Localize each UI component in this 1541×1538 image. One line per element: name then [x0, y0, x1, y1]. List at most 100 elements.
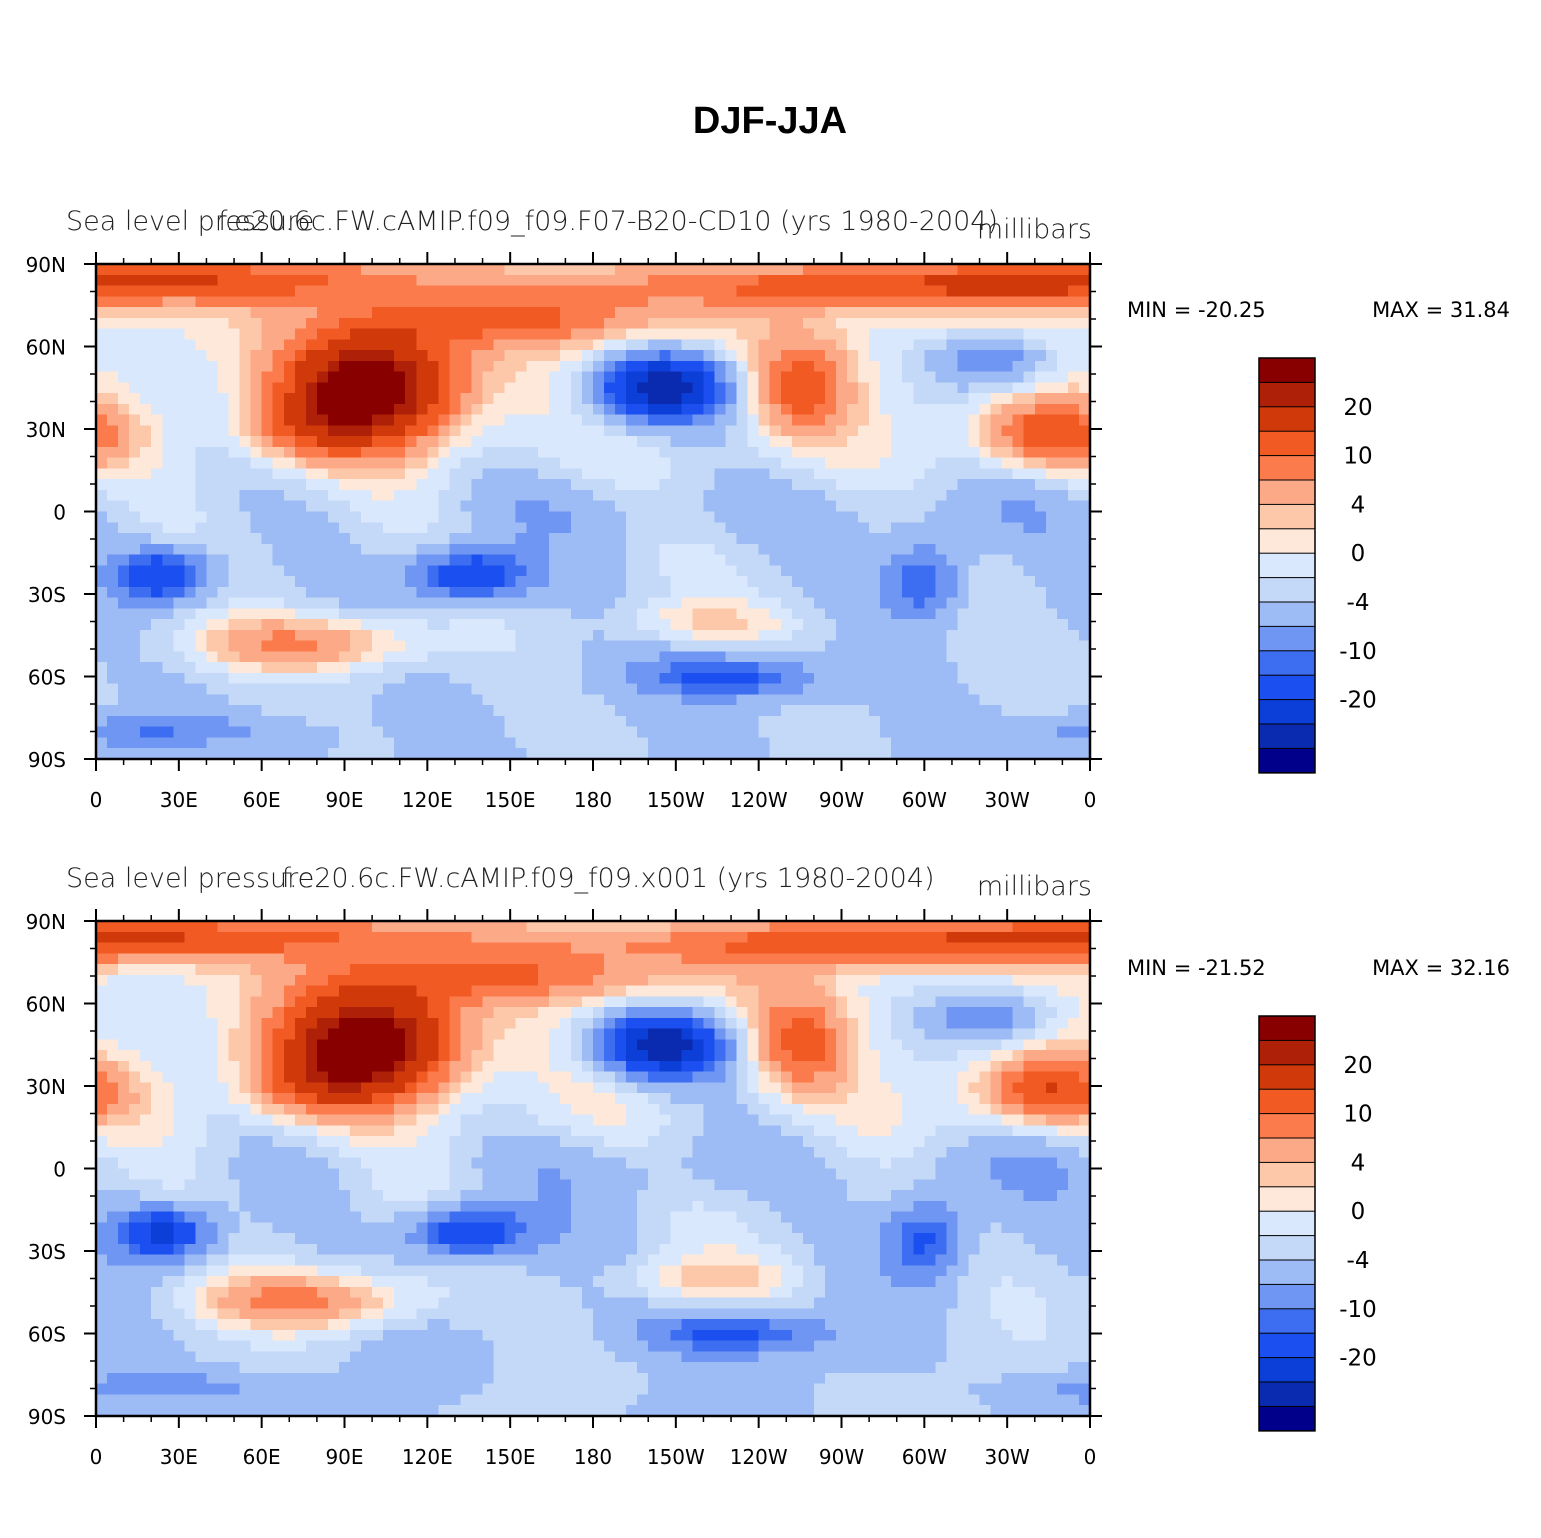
- heatmap-cell: [1045, 597, 1058, 609]
- heatmap-cell: [272, 996, 285, 1008]
- heatmap-cell: [140, 350, 152, 362]
- heatmap-cell: [1001, 554, 1014, 566]
- heatmap-cell: [460, 640, 473, 652]
- heatmap-cell: [968, 274, 981, 287]
- heatmap-cell: [626, 264, 638, 276]
- heatmap-cell: [427, 296, 439, 308]
- heatmap-cell: [968, 662, 981, 674]
- heatmap-cell: [725, 264, 738, 276]
- heatmap-cell: [449, 931, 462, 944]
- heatmap-cell: [670, 565, 682, 577]
- heatmap-cell: [294, 403, 307, 416]
- heatmap-cell: [327, 479, 340, 491]
- heatmap-cell: [990, 296, 1003, 308]
- heatmap-cell: [736, 489, 749, 502]
- heatmap-cell: [460, 274, 473, 287]
- heatmap-cell: [206, 522, 219, 534]
- heatmap-cell: [990, 274, 1003, 287]
- heatmap-cell: [1023, 640, 1036, 652]
- heatmap-cell: [372, 393, 384, 405]
- heatmap-cell: [1034, 360, 1047, 373]
- heatmap-cell: [350, 533, 362, 545]
- heatmap-cell: [460, 393, 473, 405]
- heatmap-cell: [383, 264, 395, 276]
- heatmap-cell: [824, 317, 837, 330]
- heatmap-cell: [593, 296, 605, 308]
- heatmap-cell: [692, 921, 705, 933]
- heatmap-cell: [548, 931, 561, 944]
- heatmap-cell: [305, 360, 318, 373]
- heatmap-cell: [946, 382, 959, 394]
- heatmap-cell: [736, 931, 749, 944]
- heatmap-cell: [736, 608, 749, 620]
- heatmap-cell: [670, 985, 682, 997]
- heatmap-cell: [626, 737, 638, 749]
- heatmap-cell: [725, 931, 738, 944]
- heatmap-cell: [604, 554, 616, 566]
- heatmap-cell: [250, 964, 263, 976]
- heatmap-cell: [350, 403, 362, 416]
- heatmap-cell: [1012, 307, 1025, 319]
- heatmap-cell: [957, 608, 970, 620]
- heatmap-cell: [405, 629, 417, 642]
- heatmap-cell: [515, 619, 528, 631]
- heatmap-cell: [648, 672, 660, 685]
- heatmap-cell: [239, 662, 252, 674]
- heatmap-cell: [858, 350, 870, 362]
- heatmap-cell: [272, 264, 285, 276]
- heatmap-cell: [802, 921, 815, 933]
- heatmap-cell: [449, 748, 462, 760]
- heatmap-cell: [338, 393, 351, 405]
- heatmap-cell: [184, 414, 196, 427]
- heatmap-cell: [515, 285, 528, 297]
- heatmap-cell: [427, 350, 439, 362]
- heatmap-cell: [968, 500, 981, 513]
- colorbar-box: [1258, 430, 1316, 457]
- heatmap-cell: [659, 554, 671, 566]
- heatmap-cell: [394, 457, 406, 470]
- heatmap-cell: [548, 328, 561, 340]
- heatmap-cell: [935, 500, 948, 513]
- heatmap-cell: [559, 964, 572, 976]
- heatmap-cell: [294, 629, 307, 642]
- heatmap-cell: [681, 307, 693, 319]
- heatmap-cell: [350, 619, 362, 631]
- heatmap-cell: [659, 651, 671, 663]
- heatmap-cell: [714, 608, 727, 620]
- heatmap-cell: [968, 436, 981, 448]
- heatmap-cell: [637, 705, 649, 717]
- heatmap-cell: [758, 360, 771, 373]
- heatmap-cell: [990, 457, 1003, 470]
- heatmap-cell: [559, 608, 572, 620]
- heatmap-cell: [140, 339, 152, 351]
- heatmap-cell: [228, 985, 241, 997]
- heatmap-cell: [1023, 629, 1036, 642]
- heatmap-cell: [361, 489, 373, 502]
- heatmap-cell: [239, 985, 252, 997]
- heatmap-cell: [184, 511, 196, 523]
- heatmap-cell: [350, 576, 362, 588]
- heatmap-cell: [350, 683, 362, 696]
- heatmap-cell: [835, 489, 848, 502]
- heatmap-cell: [118, 457, 130, 470]
- heatmap-cell: [858, 403, 870, 416]
- heatmap-cell: [637, 565, 649, 577]
- heatmap-cell: [593, 468, 605, 480]
- heatmap-cell: [460, 533, 473, 545]
- heatmap-cell: [813, 964, 826, 976]
- heatmap-cell: [946, 672, 959, 685]
- heatmap-cell: [824, 522, 837, 534]
- heatmap-cell: [780, 317, 793, 330]
- heatmap-cell: [493, 931, 506, 944]
- heatmap-cell: [902, 511, 914, 523]
- heatmap-cell: [758, 500, 771, 513]
- heatmap-cell: [383, 360, 395, 373]
- heatmap-cell: [1045, 586, 1058, 599]
- heatmap-cell: [327, 629, 340, 642]
- heatmap-cell: [1001, 522, 1014, 534]
- heatmap-cell: [725, 683, 738, 696]
- heatmap-cell: [305, 489, 318, 502]
- heatmap-cell: [438, 651, 451, 663]
- heatmap-cell: [438, 317, 451, 330]
- heatmap-cell: [891, 694, 903, 706]
